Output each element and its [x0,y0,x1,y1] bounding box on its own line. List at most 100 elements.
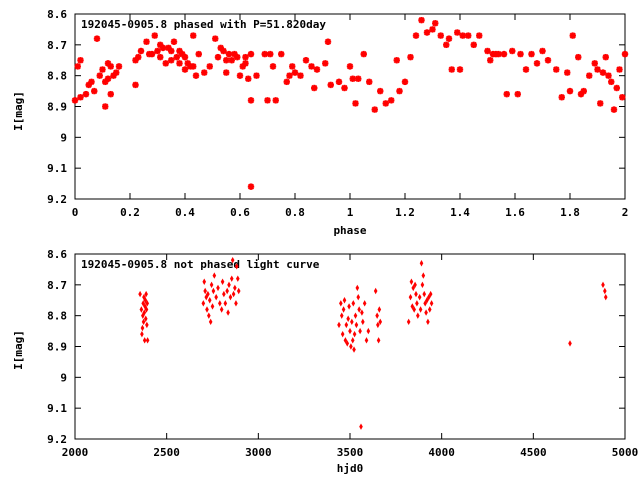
bottom-x-tick-label: 4500 [520,446,547,459]
bottom-data-point [354,321,359,329]
top-data-point [514,90,521,98]
bottom-data-point [201,300,206,307]
top-data-point [247,50,255,58]
top-data-point [242,60,249,67]
top-data-point [495,50,502,58]
top-data-point [355,75,362,82]
bottom-data-point [360,309,364,316]
top-data-point [465,32,472,39]
top-data-point [341,84,348,92]
top-data-point [388,97,395,104]
bottom-data-point [408,293,413,301]
top-data-point [500,50,508,58]
bottom-data-point [337,321,341,329]
top-data-point [539,47,546,55]
top-data-point [621,50,629,58]
bottom-x-axis-label: hjd0 [337,462,364,475]
top-x-tick-label: 2 [622,206,629,219]
top-data-point [517,50,524,58]
bottom-data-point [346,315,350,322]
top-data-point [297,72,304,79]
bottom-data-point [358,327,362,335]
top-data-point [470,41,477,49]
top-data-point [445,35,453,42]
top-data-point [484,47,491,55]
top-data-point [429,26,436,33]
top-y-tick-label: 9.2 [47,193,67,206]
bottom-data-point [140,324,145,332]
bottom-data-point [141,318,146,326]
top-data-point [104,75,112,82]
top-data-point [553,66,560,73]
top-data-point [143,38,150,45]
top-data-point [82,90,90,98]
top-x-tick-label: 1.4 [450,206,470,219]
bottom-data-point [139,306,144,313]
bottom-data-point [223,300,228,307]
top-data-point [564,69,571,76]
bottom-data-point [376,321,380,329]
top-data-point [580,87,587,95]
bottom-x-tick-label: 3500 [337,446,364,459]
top-data-point [602,53,609,61]
bottom-data-point [418,306,423,313]
top-data-point [407,53,414,61]
bottom-data-point [429,300,434,307]
top-data-point [291,69,299,76]
bottom-data-point [143,315,148,322]
phased-light-curve-chart: 0 0.2 0.4 0.6 0.8 1 1.2 1.4 1.6 1.8 2 8.6 8.7 8.8 8.9 9… [12,8,628,237]
top-data-point [181,66,189,73]
top-data-point [228,57,235,64]
top-x-tick-label: 0.8 [285,206,305,219]
bottom-data-point [375,312,379,319]
bottom-data-point [427,306,432,313]
top-data-point [566,87,574,95]
top-data-point [302,57,310,64]
bottom-data-point [366,327,371,335]
bottom-data-point [353,312,358,319]
bottom-data-point [145,321,149,329]
top-data-point [247,183,255,190]
top-data-point [192,72,200,79]
top-data-point [401,78,409,86]
bottom-data-point [423,300,427,307]
top-data-point [456,66,464,73]
top-data-point [162,60,169,67]
top-data-point [432,20,439,27]
bottom-y-tick-label: 8.8 [47,310,67,323]
bottom-data-point [417,293,422,301]
top-data-point [283,78,290,86]
bottom-data-point [409,278,414,285]
top-data-point [533,60,541,67]
top-x-tick-label: 1.6 [505,206,525,219]
top-data-point [91,87,98,95]
top-x-tick-label: 1.2 [395,206,415,219]
bottom-data-point [413,281,417,289]
top-data-point [102,103,109,110]
bottom-data-point [236,287,241,295]
top-y-tick-label: 8.8 [47,70,67,83]
bottom-data-point [378,318,383,326]
top-plot-frame [74,13,626,200]
top-data-point [613,84,620,92]
bottom-data-point [222,290,226,298]
bottom-data-point [357,306,361,313]
bottom-data-point [234,263,239,270]
bottom-data-point [206,290,210,298]
bottom-data-point [209,281,214,289]
bottom-data-point [210,303,215,310]
top-data-point [544,57,552,64]
top-data-point [157,53,164,61]
top-data-point [335,78,343,86]
top-data-point [137,47,145,55]
bottom-data-point [424,309,428,316]
top-x-tick-label: 0.2 [120,206,140,219]
bottom-data-point [202,278,207,285]
bottom-data-point [376,337,381,344]
top-data-point [324,38,332,45]
bottom-x-tick-label: 2000 [62,446,89,459]
top-data-point [313,66,321,73]
top-data-point [311,84,318,92]
top-data-point [148,50,156,58]
